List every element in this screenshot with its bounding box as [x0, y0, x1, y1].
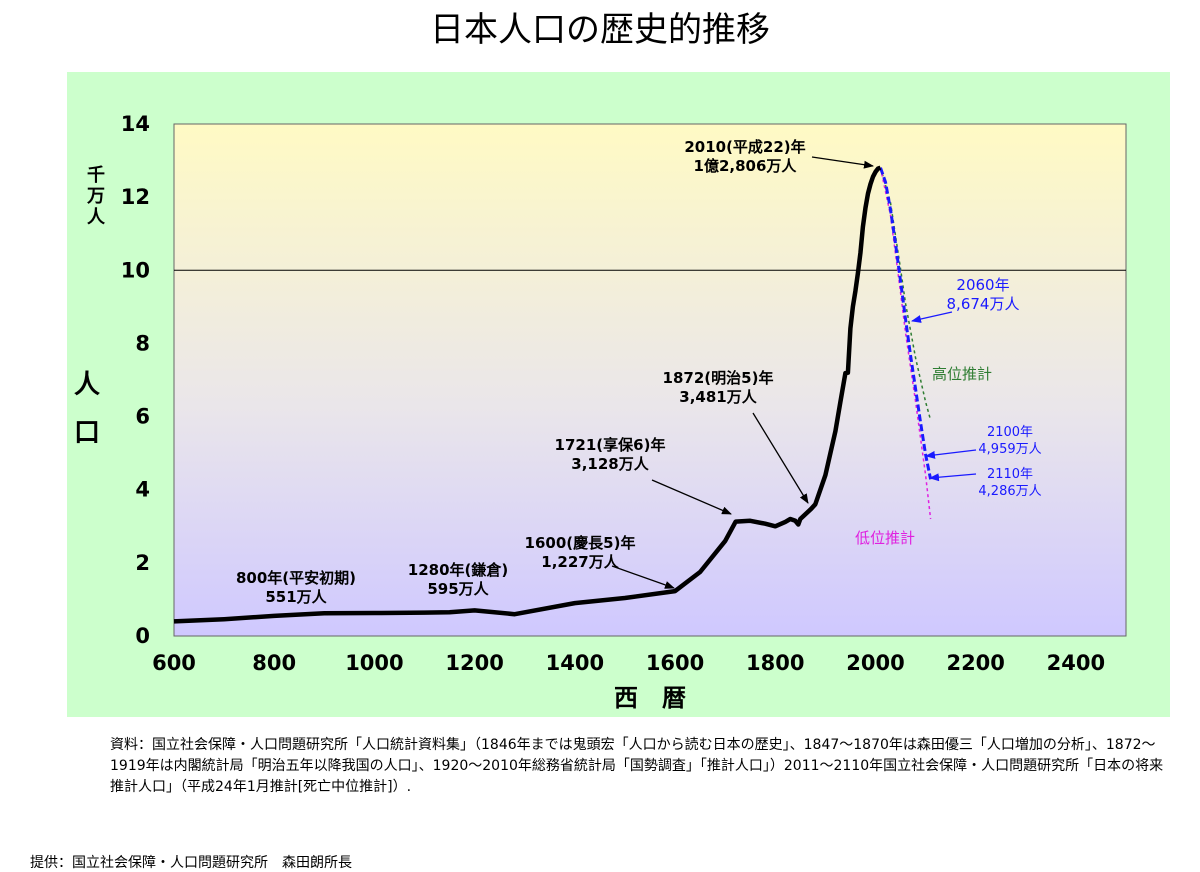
annotation-arrow	[929, 473, 977, 482]
page-title: 日本人口の歴史的推移	[430, 10, 770, 50]
annotation-arrow	[911, 311, 953, 323]
annotation-arrow	[651, 479, 732, 515]
high-projection-label: 高位推計	[932, 365, 992, 383]
annotation-arrow	[611, 565, 675, 589]
x-axis-label: 西 暦	[614, 684, 686, 712]
y-unit-label: 千	[87, 165, 105, 186]
annotation-value: 1億2,806万人	[694, 157, 798, 175]
y-tick-label: 2	[135, 551, 150, 575]
y-tick-label: 10	[121, 258, 150, 282]
x-tick-label: 1400	[546, 651, 604, 675]
y-unit-label: 人	[87, 207, 106, 228]
y-unit-label: 万	[86, 186, 105, 207]
x-tick-label: 1000	[345, 651, 403, 675]
credit-note: 提供：国立社会保障・人口問題研究所 森田朗所長	[30, 855, 352, 871]
annotation-value: 4,286万人	[978, 484, 1041, 499]
annotation-value: 3,481万人	[679, 388, 757, 406]
annotation-label: 2010(平成22)年	[684, 138, 805, 156]
annotation-label: 2110年	[987, 467, 1033, 482]
series-line-historical	[173, 165, 882, 624]
y-tick-label: 0	[135, 624, 150, 648]
source-note: 資料：国立社会保障・人口問題研究所「人口統計資料集」（1846年までは鬼頭宏「人…	[110, 737, 1164, 795]
series-line-low-projection	[879, 167, 932, 520]
x-tick-label: 2400	[1047, 651, 1105, 675]
y-axis-label: 口	[74, 418, 100, 448]
x-tick-label: 600	[152, 651, 196, 675]
annotation-value: 4,959万人	[978, 442, 1041, 457]
y-axis-label: 人	[74, 370, 100, 400]
x-tick-label: 2000	[846, 651, 904, 675]
x-tick-label: 1800	[746, 651, 804, 675]
annotation-value: 595万人	[427, 580, 489, 598]
annotation-label: 1721(享保6)年	[555, 436, 666, 454]
low-projection-label: 低位推計	[855, 529, 915, 547]
y-tick-label: 4	[135, 478, 150, 502]
annotation-label: 1872(明治5)年	[663, 369, 774, 387]
annotation-label: 2100年	[987, 425, 1033, 440]
y-tick-label: 8	[135, 331, 150, 355]
annotation-arrow	[752, 412, 809, 504]
y-tick-label: 6	[135, 405, 150, 429]
annotation-arrow	[925, 449, 977, 459]
x-tick-label: 800	[252, 651, 296, 675]
y-tick-label: 12	[121, 185, 150, 209]
annotation-arrow	[811, 156, 874, 169]
annotation-value: 8,674万人	[947, 295, 1020, 313]
y-tick-label: 14	[121, 112, 150, 136]
annotation-value: 551万人	[265, 588, 327, 606]
annotation-label: 1600(慶長5)年	[525, 534, 636, 552]
x-tick-label: 1600	[646, 651, 704, 675]
x-tick-label: 1200	[445, 651, 503, 675]
x-tick-label: 2200	[946, 651, 1004, 675]
annotation-label: 1280年(鎌倉)	[408, 561, 508, 579]
annotation-value: 3,128万人	[571, 455, 649, 473]
annotation-value: 1,227万人	[541, 553, 619, 571]
plot-area	[173, 123, 1127, 637]
annotation-label: 800年(平安初期)	[236, 569, 356, 587]
annotation-label: 2060年	[956, 276, 1009, 294]
series-line-medium-projection	[879, 167, 933, 480]
